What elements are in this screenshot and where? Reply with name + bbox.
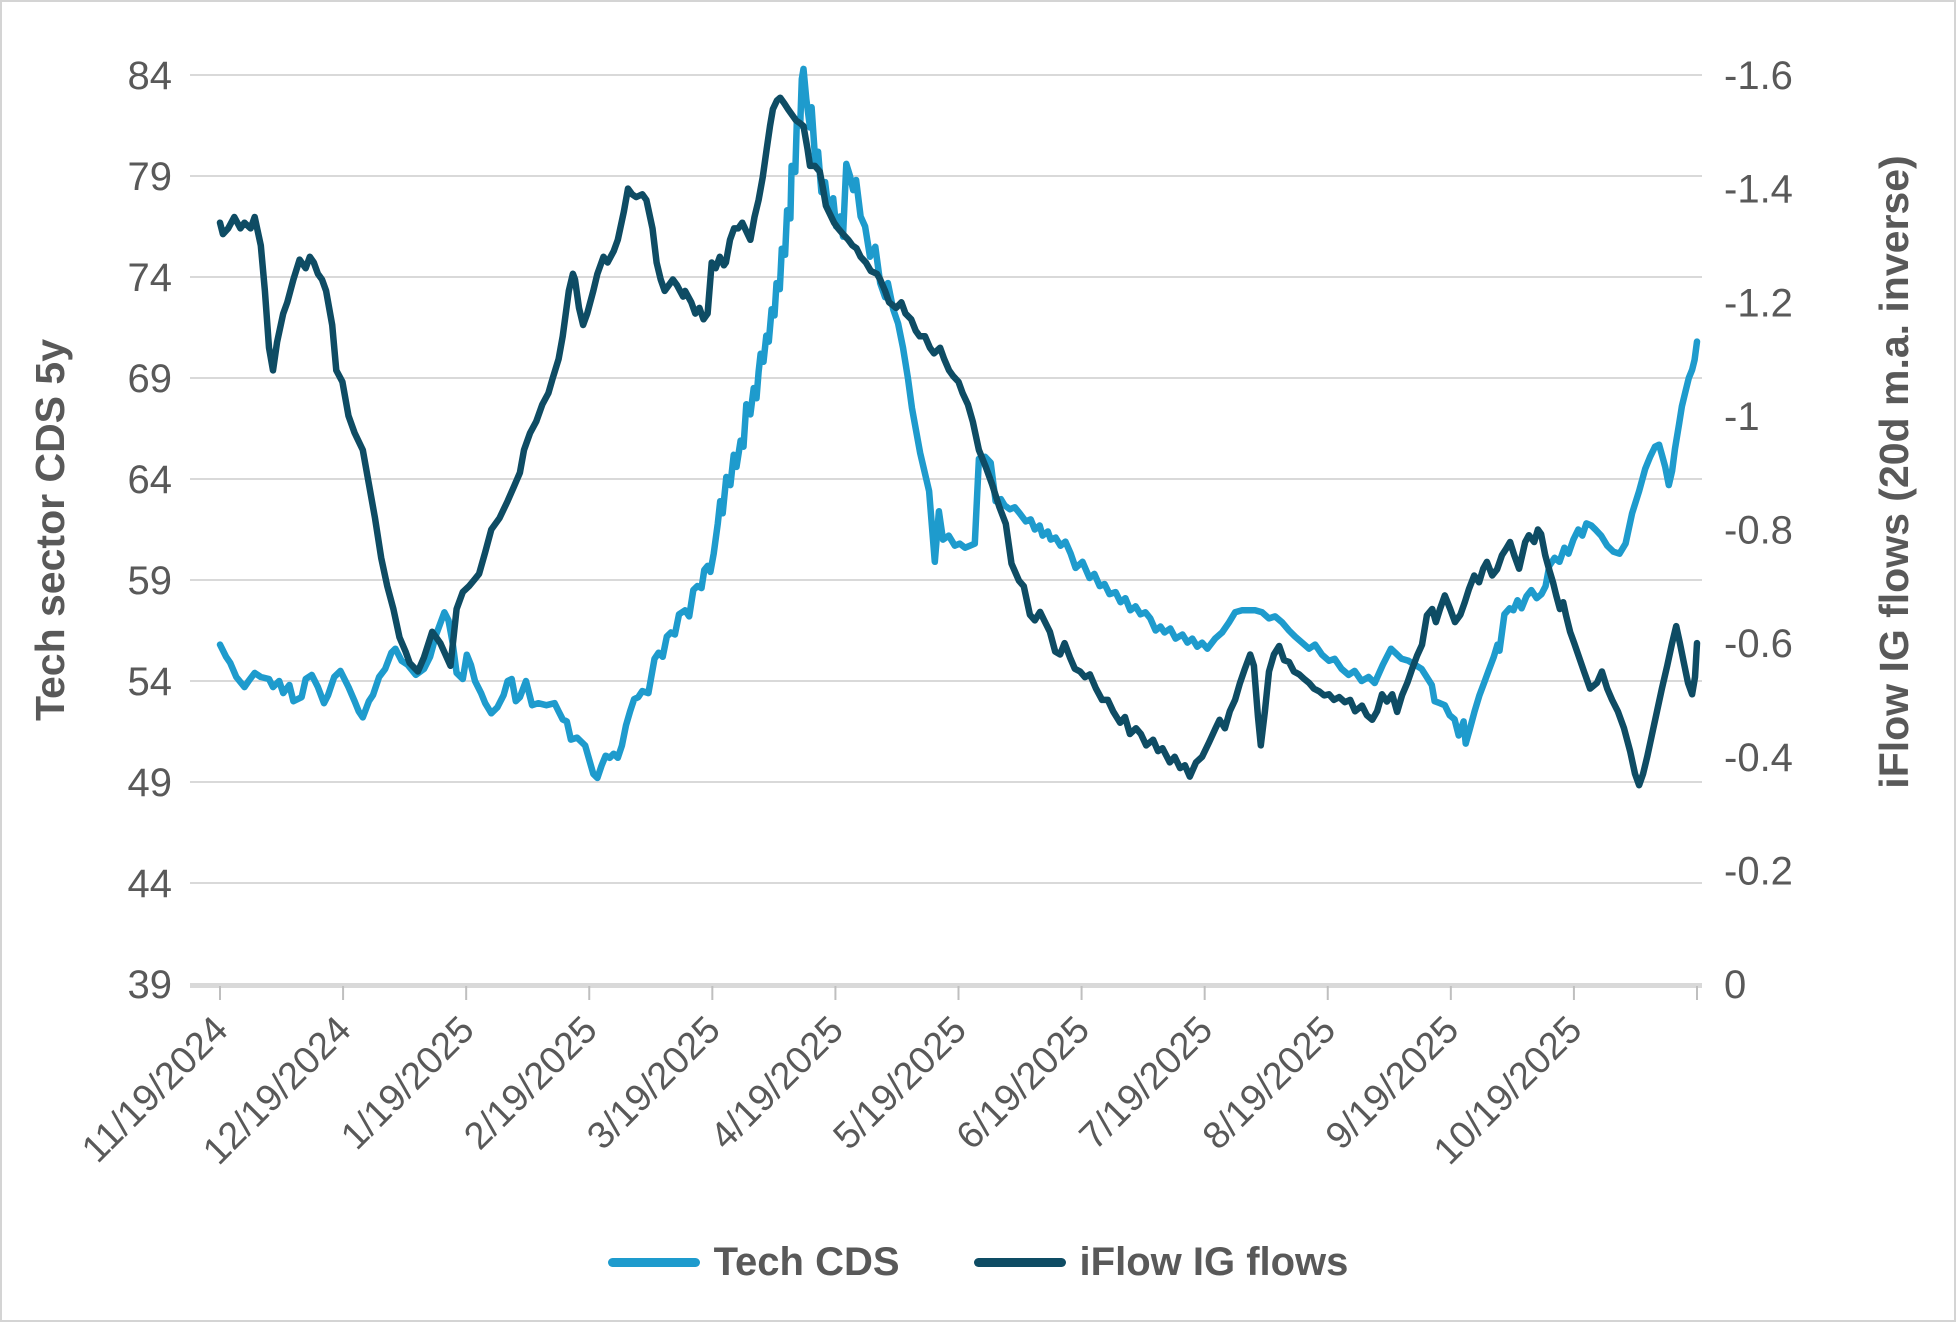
- y-left-tick-label: 59: [128, 559, 173, 603]
- y-right-tick-label: -1: [1724, 395, 1760, 439]
- y-left-tick-label: 39: [128, 963, 173, 1007]
- y-axis-right-title: iFlow IG flows (20d m.a. inverse): [1871, 155, 1917, 788]
- y-left-tick-label: 49: [128, 761, 173, 805]
- series-lines: [216, 65, 1701, 789]
- tech-cds-line-swatch: [607, 1258, 700, 1267]
- y-left-tick-label: 79: [128, 155, 173, 199]
- legend: Tech CDS iFlow IG flows: [2, 1240, 1954, 1285]
- y-right-tick-label: -0.8: [1724, 509, 1793, 553]
- x-axis: [190, 984, 1702, 1000]
- x-date-label: 7/19/2025: [1072, 1009, 1221, 1158]
- x-date-label: 6/19/2025: [949, 1009, 1098, 1158]
- legend-label-iflow: iFlow IG flows: [1079, 1240, 1349, 1284]
- x-date-label: 3/19/2025: [579, 1009, 728, 1158]
- iflow-line-swatch: [973, 1258, 1066, 1267]
- legend-item-iflow: iFlow IG flows: [973, 1240, 1349, 1285]
- x-date-label: 5/19/2025: [826, 1009, 975, 1158]
- x-date-label: 1/19/2025: [333, 1009, 482, 1158]
- y-right-tick-label: 0: [1724, 963, 1746, 1007]
- y-right-tick-label: -0.2: [1724, 849, 1793, 893]
- y-left-tick-label: 84: [128, 54, 173, 98]
- legend-item-tech-cds: Tech CDS: [607, 1240, 900, 1285]
- legend-label-tech-cds: Tech CDS: [713, 1240, 900, 1284]
- y-right-tick-label: -1.2: [1724, 281, 1793, 325]
- series-line-iflow-ig-flows: [216, 94, 1701, 789]
- gridlines: [190, 74, 1702, 985]
- y-axis-left-tick-labels: 84 79 74 69 64 59 54 49 44 39: [128, 54, 173, 1007]
- x-date-label: 4/19/2025: [703, 1009, 852, 1158]
- y-left-tick-label: 44: [128, 862, 173, 906]
- y-left-tick-label: 64: [128, 458, 173, 502]
- y-axis-right-tick-labels: -1.6 -1.4 -1.2 -1 -0.8 -0.6 -0.4 -0.2 0: [1724, 54, 1793, 1007]
- y-right-tick-label: -0.4: [1724, 736, 1793, 780]
- y-axis-left-title: Tech sector CDS 5y: [27, 339, 73, 721]
- y-left-tick-label: 69: [128, 357, 173, 401]
- x-date-label: 8/19/2025: [1195, 1009, 1344, 1158]
- x-axis-date-labels: 11/19/202412/19/20241/19/20252/19/20253/…: [74, 1009, 1590, 1173]
- y-right-tick-label: -1.6: [1724, 54, 1793, 98]
- y-left-tick-label: 74: [128, 256, 173, 300]
- y-left-tick-label: 54: [128, 660, 173, 704]
- y-right-tick-label: -1.4: [1724, 168, 1793, 212]
- y-right-tick-label: -0.6: [1724, 622, 1793, 666]
- x-date-label: 2/19/2025: [456, 1009, 605, 1158]
